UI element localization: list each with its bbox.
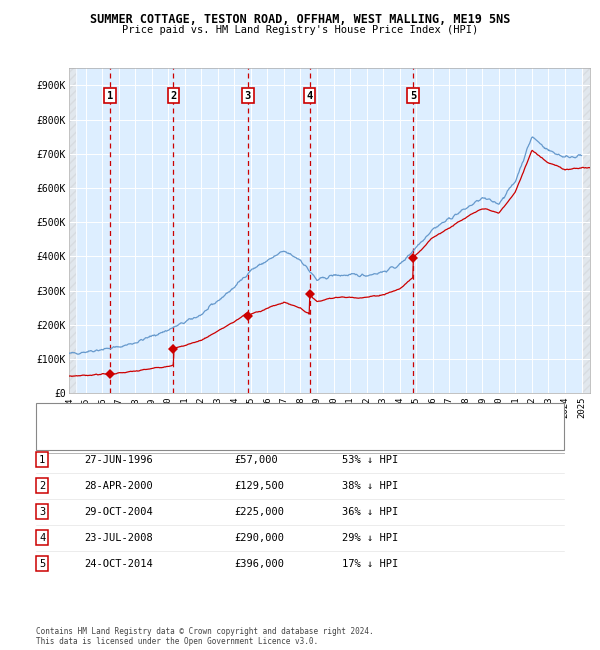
- Text: £290,000: £290,000: [234, 532, 284, 543]
- Text: Price paid vs. HM Land Registry's House Price Index (HPI): Price paid vs. HM Land Registry's House …: [122, 25, 478, 34]
- Text: 2: 2: [170, 90, 176, 101]
- Text: —: —: [42, 430, 51, 446]
- Text: 38% ↓ HPI: 38% ↓ HPI: [342, 480, 398, 491]
- Text: 4: 4: [307, 90, 313, 101]
- Text: 23-JUL-2008: 23-JUL-2008: [84, 532, 153, 543]
- Text: 5: 5: [39, 558, 45, 569]
- Text: £225,000: £225,000: [234, 506, 284, 517]
- Text: 29% ↓ HPI: 29% ↓ HPI: [342, 532, 398, 543]
- Text: 17% ↓ HPI: 17% ↓ HPI: [342, 558, 398, 569]
- Text: £129,500: £129,500: [234, 480, 284, 491]
- Text: HPI: Average price, detached house, Tonbridge and Malling: HPI: Average price, detached house, Tonb…: [65, 434, 350, 443]
- Text: 1: 1: [39, 454, 45, 465]
- Text: 4: 4: [39, 532, 45, 543]
- Text: 2: 2: [39, 480, 45, 491]
- Text: £57,000: £57,000: [234, 454, 278, 465]
- Text: SUMMER COTTAGE, TESTON ROAD, OFFHAM, WEST MALLING, ME19 5NS: SUMMER COTTAGE, TESTON ROAD, OFFHAM, WES…: [90, 13, 510, 26]
- Bar: [583, 68, 590, 393]
- Text: 3: 3: [39, 506, 45, 517]
- Text: 3: 3: [245, 90, 251, 101]
- Bar: [69, 68, 76, 393]
- Text: 1: 1: [107, 90, 113, 101]
- Text: 27-JUN-1996: 27-JUN-1996: [84, 454, 153, 465]
- Text: 24-OCT-2014: 24-OCT-2014: [84, 558, 153, 569]
- Text: 36% ↓ HPI: 36% ↓ HPI: [342, 506, 398, 517]
- Text: 29-OCT-2004: 29-OCT-2004: [84, 506, 153, 517]
- Text: £396,000: £396,000: [234, 558, 284, 569]
- Text: 5: 5: [410, 90, 416, 101]
- Text: 28-APR-2000: 28-APR-2000: [84, 480, 153, 491]
- Text: —: —: [42, 409, 51, 424]
- Text: 53% ↓ HPI: 53% ↓ HPI: [342, 454, 398, 465]
- Text: Contains HM Land Registry data © Crown copyright and database right 2024.
This d: Contains HM Land Registry data © Crown c…: [36, 627, 374, 646]
- Text: SUMMER COTTAGE, TESTON ROAD, OFFHAM, WEST MALLING, ME19 5NS (detached hous: SUMMER COTTAGE, TESTON ROAD, OFFHAM, WES…: [65, 411, 435, 421]
